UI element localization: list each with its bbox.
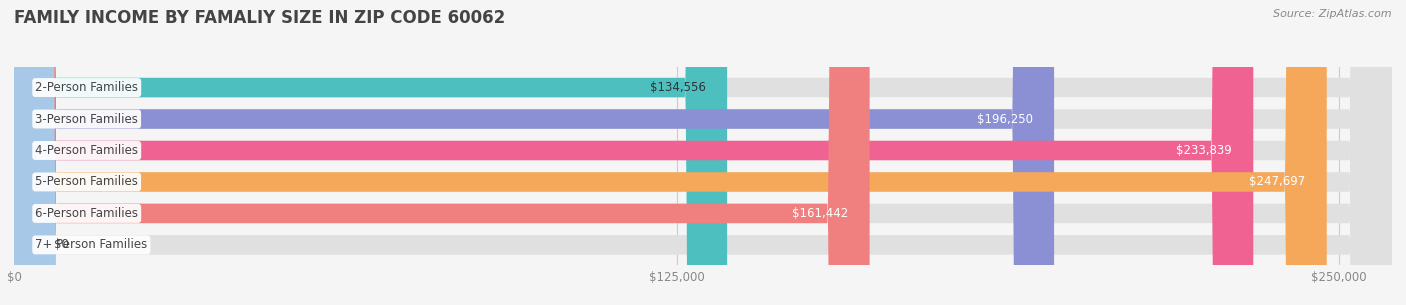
Text: $233,839: $233,839	[1177, 144, 1232, 157]
FancyBboxPatch shape	[14, 0, 1253, 305]
FancyBboxPatch shape	[14, 0, 1327, 305]
FancyBboxPatch shape	[14, 0, 1392, 305]
FancyBboxPatch shape	[14, 0, 1392, 305]
Text: Source: ZipAtlas.com: Source: ZipAtlas.com	[1274, 9, 1392, 19]
FancyBboxPatch shape	[0, 0, 56, 305]
Text: $247,697: $247,697	[1250, 175, 1306, 188]
Text: $161,442: $161,442	[792, 207, 848, 220]
FancyBboxPatch shape	[14, 0, 1392, 305]
Text: $134,556: $134,556	[650, 81, 706, 94]
Text: FAMILY INCOME BY FAMALIY SIZE IN ZIP CODE 60062: FAMILY INCOME BY FAMALIY SIZE IN ZIP COD…	[14, 9, 505, 27]
FancyBboxPatch shape	[14, 0, 1392, 305]
Text: $196,250: $196,250	[977, 113, 1033, 126]
Text: 7+ Person Families: 7+ Person Families	[35, 239, 148, 251]
FancyBboxPatch shape	[14, 0, 1392, 305]
Text: 6-Person Families: 6-Person Families	[35, 207, 138, 220]
Text: 5-Person Families: 5-Person Families	[35, 175, 138, 188]
FancyBboxPatch shape	[14, 0, 727, 305]
FancyBboxPatch shape	[14, 0, 1392, 305]
FancyBboxPatch shape	[14, 0, 870, 305]
Text: 2-Person Families: 2-Person Families	[35, 81, 138, 94]
Text: 3-Person Families: 3-Person Families	[35, 113, 138, 126]
Text: 4-Person Families: 4-Person Families	[35, 144, 138, 157]
Text: $0: $0	[53, 239, 69, 251]
FancyBboxPatch shape	[14, 0, 1054, 305]
